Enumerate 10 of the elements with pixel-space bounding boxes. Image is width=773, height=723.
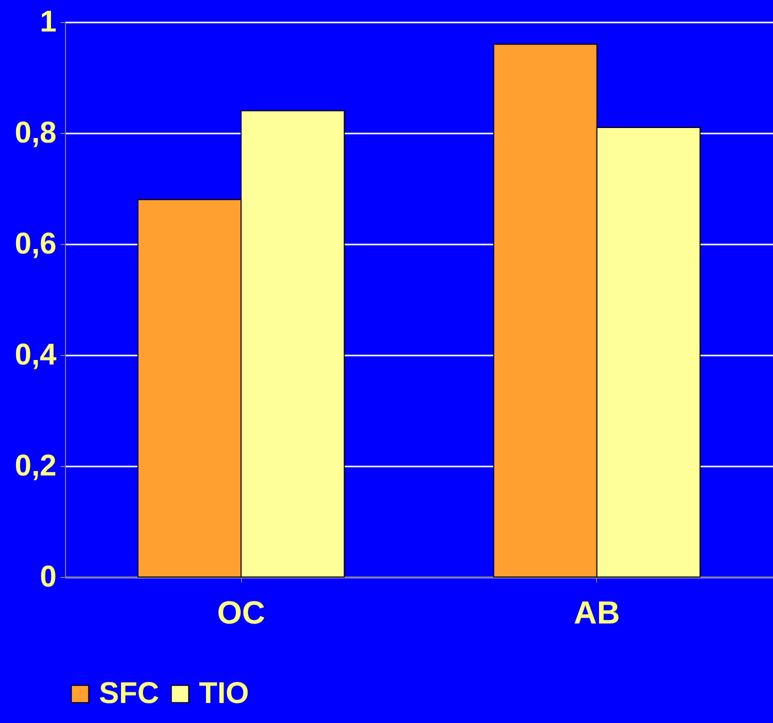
x-tick-label: AB (574, 594, 620, 630)
y-tick-label: 0,4 (14, 338, 57, 372)
legend-label: TIO (199, 677, 249, 710)
legend-label: SFC (99, 677, 159, 710)
y-tick-label: 1 (40, 6, 56, 38)
y-tick-label: 0,8 (14, 116, 56, 150)
x-tick-label: OC (217, 594, 266, 630)
y-tick-label: 0 (40, 560, 56, 594)
y-tick-label: 0,6 (14, 228, 56, 260)
y-tick-label: 0,2 (14, 450, 56, 482)
